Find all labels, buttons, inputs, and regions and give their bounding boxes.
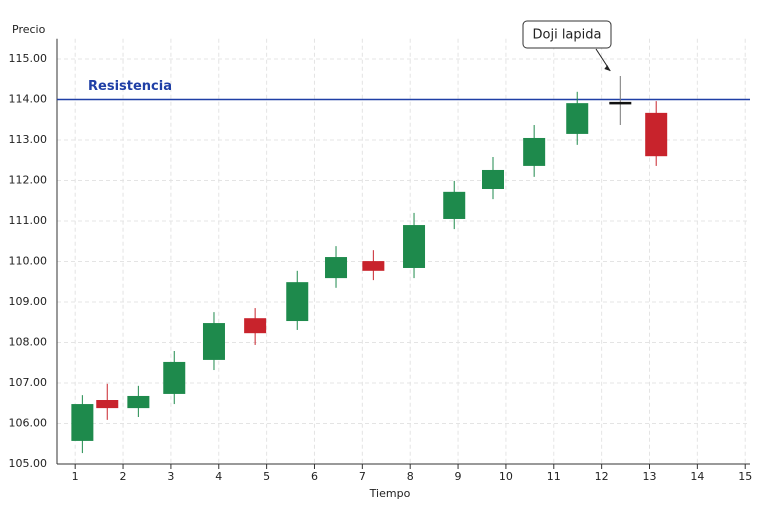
- y-tick-label: 112.00: [9, 174, 48, 187]
- y-tick-label: 106.00: [9, 417, 48, 430]
- y-tick-label: 111.00: [9, 214, 48, 227]
- x-tick-label: 4: [215, 470, 222, 483]
- candle-body: [566, 103, 589, 134]
- annotation-arrowhead: [604, 65, 611, 72]
- x-tick-label: 13: [642, 470, 656, 483]
- x-tick-label: 8: [407, 470, 414, 483]
- x-axis-label: Tiempo: [369, 487, 411, 500]
- x-tick-label: 12: [595, 470, 609, 483]
- x-tick-label: 2: [120, 470, 127, 483]
- resistance-label: Resistencia: [88, 79, 172, 94]
- candle-body: [127, 395, 150, 409]
- x-tick-label: 15: [738, 470, 752, 483]
- candle-body: [362, 261, 385, 271]
- y-tick-label: 110.00: [9, 255, 48, 268]
- annotation-box: [522, 20, 612, 49]
- x-tick-label: 10: [499, 470, 513, 483]
- y-axis-label: Precio: [12, 23, 46, 36]
- y-tick-label: 109.00: [9, 295, 48, 308]
- x-tick-label: 5: [263, 470, 270, 483]
- candle-body: [325, 257, 348, 279]
- x-tick-label: 1: [72, 470, 79, 483]
- annotation-text: Doji lapida: [533, 28, 602, 43]
- y-tick-label: 105.00: [9, 457, 48, 470]
- y-tick-label: 107.00: [9, 376, 48, 389]
- candle-body: [609, 101, 632, 105]
- candle-body: [403, 225, 426, 268]
- candle-body: [163, 361, 186, 394]
- x-tick-label: 7: [359, 470, 366, 483]
- y-tick-label: 114.00: [9, 93, 48, 106]
- x-tick-label: 11: [547, 470, 561, 483]
- x-tick-label: 6: [311, 470, 318, 483]
- y-tick-label: 115.00: [9, 52, 48, 65]
- candle-body: [202, 323, 225, 360]
- y-tick-label: 113.00: [9, 133, 48, 146]
- candle-body: [523, 137, 546, 166]
- candle-body: [71, 404, 94, 441]
- candle-body: [286, 282, 309, 322]
- candle-body: [645, 112, 668, 157]
- x-tick-label: 14: [690, 470, 704, 483]
- candle-body: [481, 169, 504, 190]
- candle-body: [96, 400, 119, 409]
- x-tick-label: 9: [455, 470, 462, 483]
- x-tick-label: 3: [167, 470, 174, 483]
- candle-body: [443, 191, 466, 219]
- y-tick-label: 108.00: [9, 336, 48, 349]
- candle-body: [244, 318, 267, 334]
